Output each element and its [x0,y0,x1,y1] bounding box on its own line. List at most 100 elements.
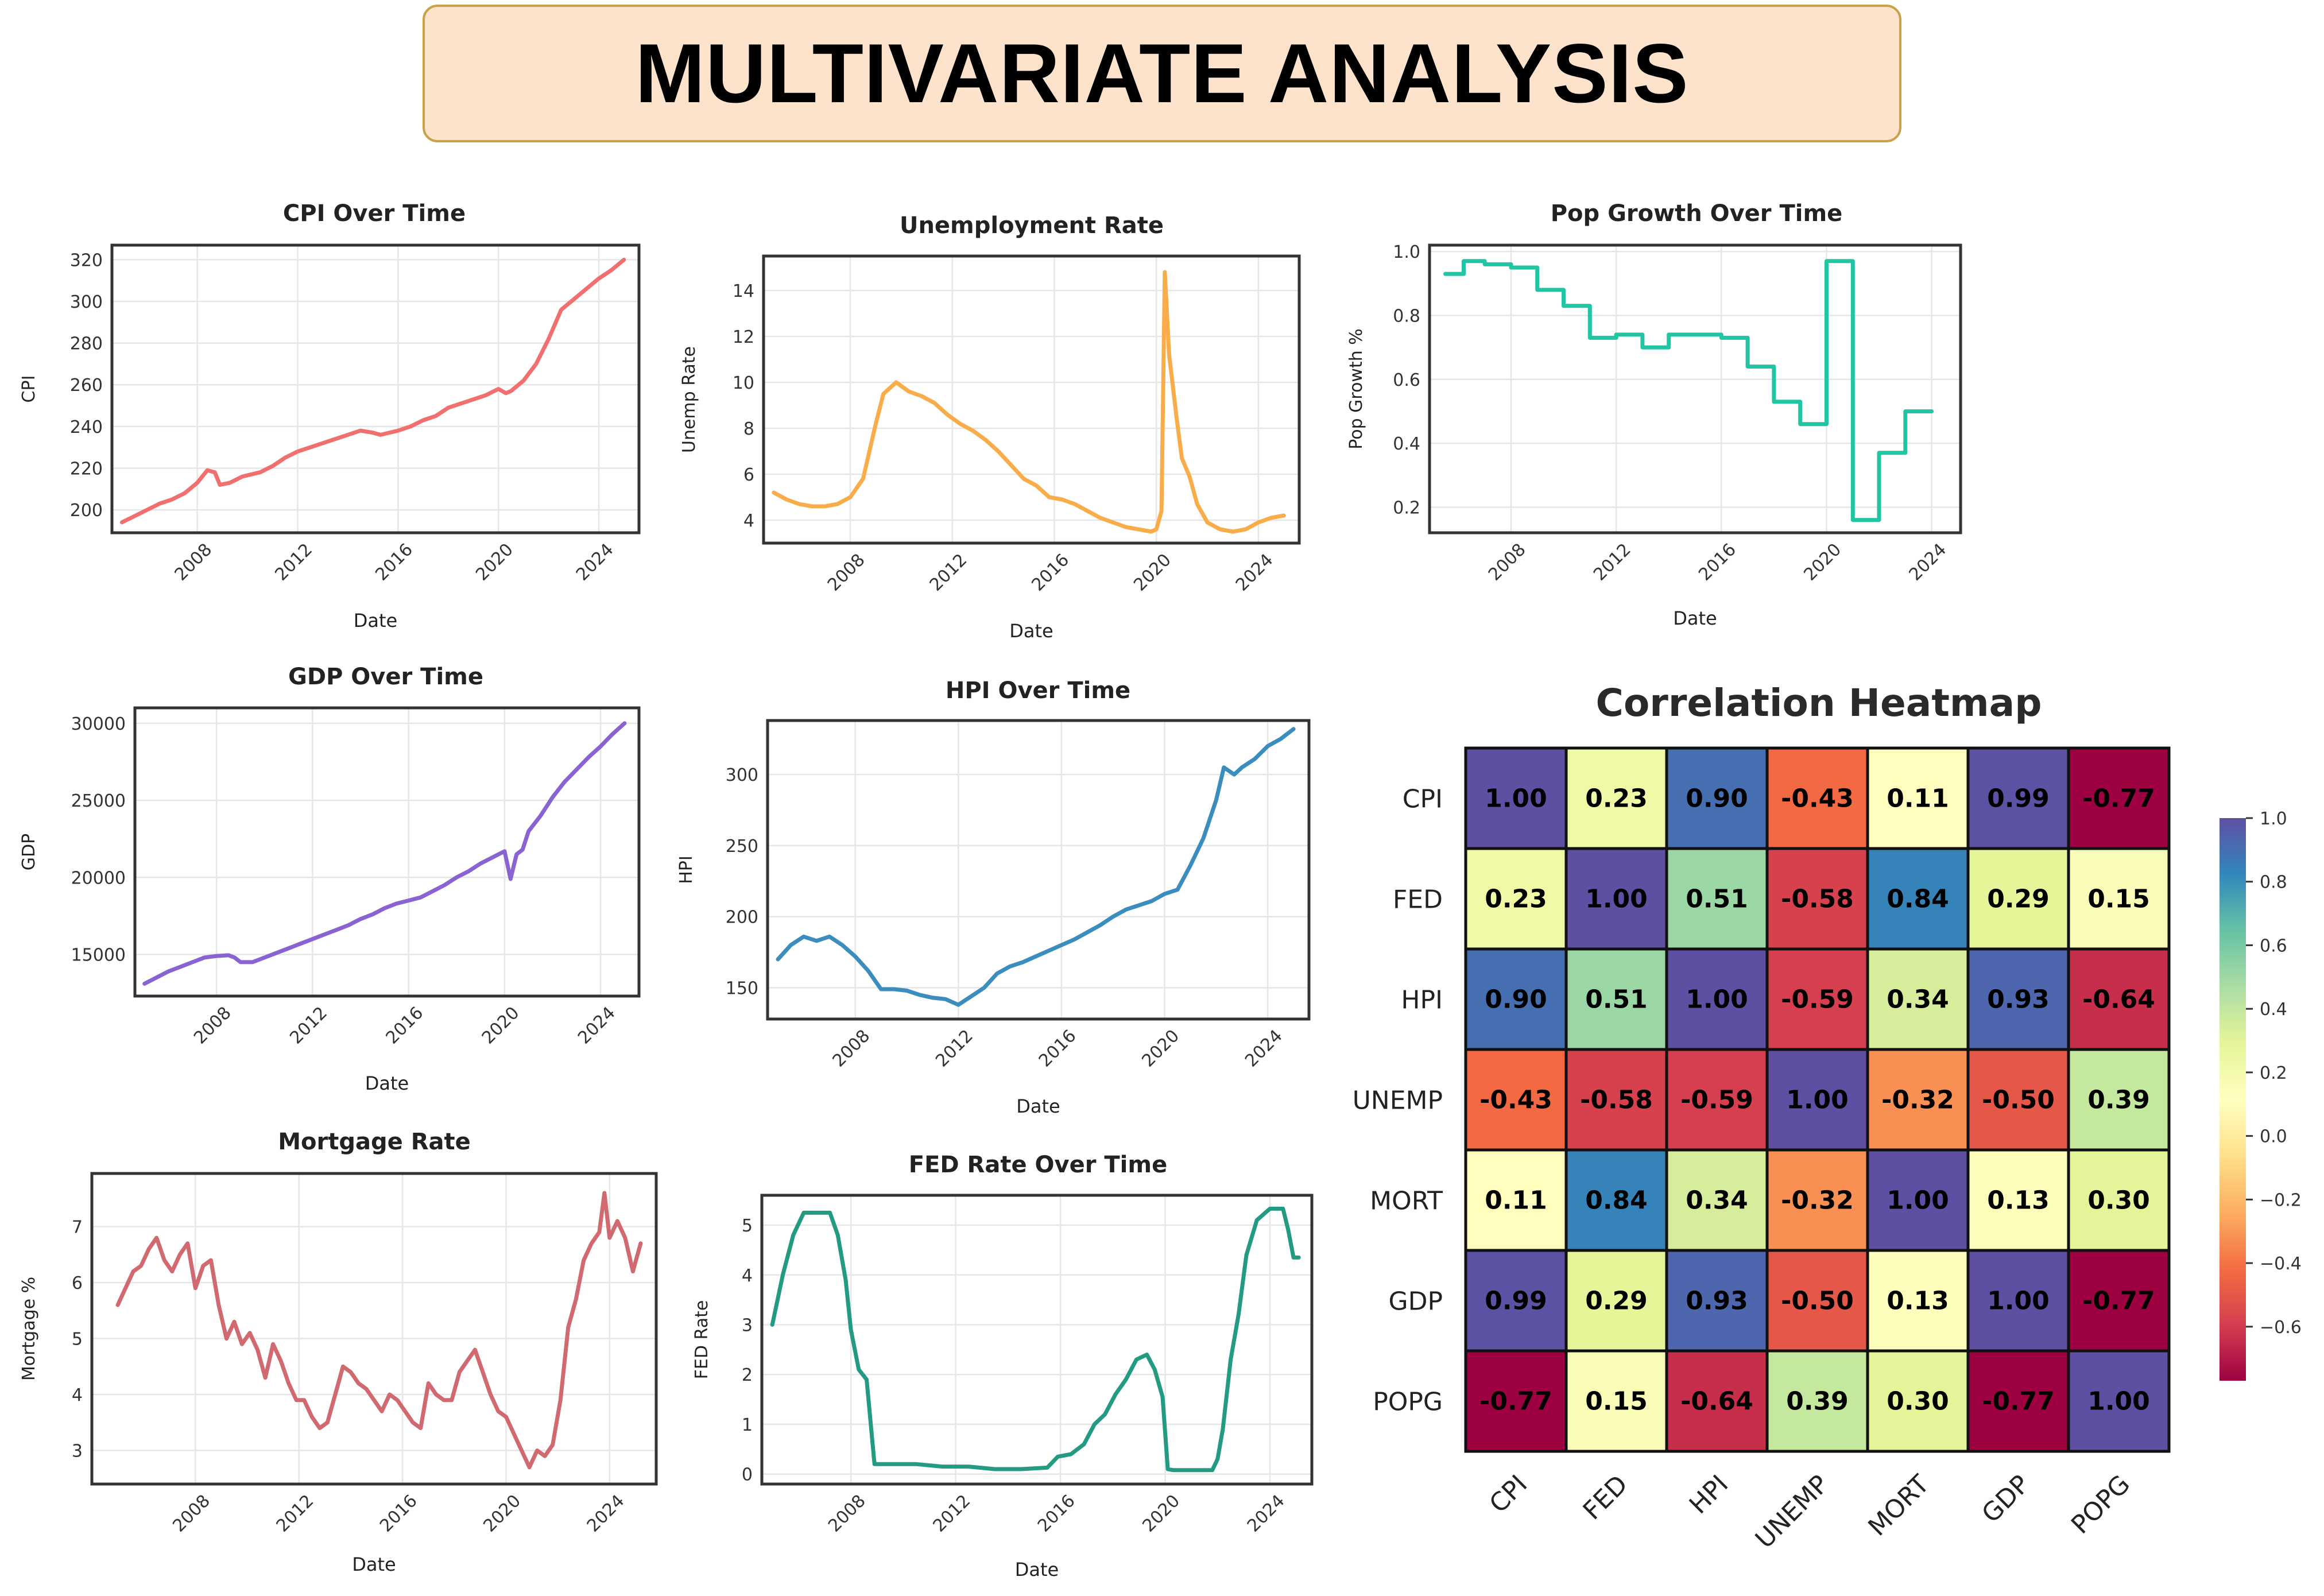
chart-title: Unemployment Rate [900,212,1164,239]
x-tick-label: 2012 [926,550,971,595]
heatmap-cell-value: 1.00 [1786,1086,1849,1115]
heatmap-cell-value: -0.77 [1479,1387,1552,1416]
colorbar-tick-label: 0.8 [2260,873,2287,893]
heatmap-cell [1765,1249,1869,1353]
x-tick-label: 2016 [1034,1491,1079,1536]
heatmap-cell-value: 0.51 [1686,885,1748,914]
heatmap-cell [1866,746,1970,850]
chart-cpi: 2008 2012 2016 2020 2024 200 220 240 260 280 300 32… [19,200,641,632]
y-tick-label: 200 [726,908,758,928]
chart-title: GDP Over Time [288,664,483,690]
heatmap-cell [1464,847,1568,951]
y-tick-label: 30000 [71,714,126,734]
heatmap-col-label: POPG [2066,1470,2136,1540]
heatmap-cell [1665,1148,1769,1252]
y-tick-label: 320 [70,250,103,270]
heatmap-col-label: FED [1578,1470,1634,1526]
heatmap-row-label: FED [1393,885,1443,915]
x-tick-label: 2016 [376,1491,421,1536]
plot-frame [133,706,641,998]
heatmap-cell-value: 0.39 [2087,1086,2150,1115]
x-tick-label: 2020 [479,1491,525,1536]
x-tick-label: 2024 [583,1491,629,1536]
x-tick-label: 2012 [286,1003,331,1048]
heatmap-cell-value: 0.29 [1987,885,2050,914]
y-tick-label: 4 [743,511,754,531]
heatmap-col-label: UNEMP [1750,1470,1834,1554]
heatmap-cell-value: 0.90 [1485,985,1547,1014]
y-tick-label: 260 [70,375,103,396]
chart-gdp: 2008 2012 2016 2020 2024 15000 20000 25000 30000… [19,664,641,1094]
plot-frame [760,1194,1314,1486]
heatmap-cell-value: 1.00 [1987,1287,2050,1316]
x-tick-label: 2016 [1695,540,1740,585]
heatmap-cell-value: 0.11 [1887,784,1949,814]
heatmap-cell-value: 0.23 [1485,885,1547,914]
chart-title: Pop Growth Over Time [1551,200,1843,227]
heatmap-cell-value: -0.77 [2082,784,2155,814]
x-axis-label: Date [1673,607,1717,629]
heatmap-cell-value: 0.30 [1887,1387,1949,1416]
heatmap-cell-value: -0.43 [1781,784,1854,814]
colorbar-tick-label: 0.0 [2260,1127,2287,1147]
y-tick-label: 280 [70,334,103,354]
y-tick-label: 1 [742,1415,753,1435]
heatmap-cell [2067,1249,2171,1353]
y-tick-label: 1.0 [1393,242,1420,262]
y-axis-label: CPI [19,375,39,403]
heatmap-cell-value: 0.84 [1887,885,1949,914]
y-tick-label: 150 [726,979,758,999]
y-tick-label: 300 [726,765,758,785]
x-tick-label: 2024 [1905,540,1951,585]
x-tick-label: 2020 [1800,540,1845,585]
y-tick-label: 4 [72,1385,83,1405]
x-tick-label: 2016 [1035,1026,1080,1071]
heatmap-cell [1564,1349,1668,1453]
chart-title: FED Rate Over Time [909,1152,1167,1178]
heatmap-cell [1866,1148,1970,1252]
heatmap-row-label: MORT [1370,1187,1443,1216]
heatmap-cell [1866,947,1970,1051]
heatmap-cell [2067,947,2171,1051]
heatmap-cell-value: 0.34 [1887,985,1949,1014]
x-tick-label: 2020 [478,1003,524,1048]
x-tick-label: 2016 [371,540,417,585]
heatmap-cell [2067,746,2171,850]
y-tick-label: 14 [733,281,754,301]
y-tick-label: 12 [733,327,754,347]
heatmap-cell-value: 0.11 [1485,1186,1547,1215]
colorbar-tick-label: 0.2 [2260,1063,2287,1083]
series-line-fed [770,1206,1301,1473]
y-tick-label: 240 [70,417,103,437]
colorbar-tick-label: 0.4 [2260,1000,2287,1020]
y-tick-label: 220 [70,459,103,479]
heatmap-cell-value: 0.84 [1585,1186,1648,1215]
series-line-unemp [772,270,1286,534]
y-tick-label: 300 [70,292,103,312]
y-tick-label: 5 [742,1216,753,1236]
x-tick-label: 2008 [190,1003,235,1048]
heatmap-cell-value: -0.64 [1680,1387,1753,1416]
x-tick-label: 2020 [1138,1491,1184,1536]
x-axis-label: Date [365,1072,409,1094]
chart-mort: 2008 2012 2016 2020 2024 3 4 5 6 7 Mortgage Rate Da… [19,1129,658,1575]
x-tick-label: 2020 [1130,550,1175,595]
x-tick-label: 2008 [824,1491,870,1536]
heatmap-cell-value: 1.00 [1485,784,1547,814]
colorbar [2220,818,2246,1381]
heatmap-cell-value: 0.90 [1686,784,1748,814]
x-tick-label: 2012 [273,1491,318,1536]
x-tick-label: 2008 [829,1026,874,1071]
plot-frame [762,254,1301,545]
series-line-cpi [120,257,626,525]
heatmap-cell [1564,1048,1668,1152]
heatmap-cell-value: -0.50 [1982,1086,2055,1115]
heatmap-cell-value: 0.93 [1987,985,2050,1014]
heatmap-cell-value: 0.99 [1485,1287,1547,1316]
heatmap-col-label: CPI [1484,1470,1533,1519]
heatmap-cell [1464,1349,1568,1453]
y-tick-label: 5 [72,1330,83,1350]
heatmap-row-label: UNEMP [1353,1086,1443,1115]
y-tick-label: 0 [742,1465,753,1485]
plot-frame [110,243,641,534]
